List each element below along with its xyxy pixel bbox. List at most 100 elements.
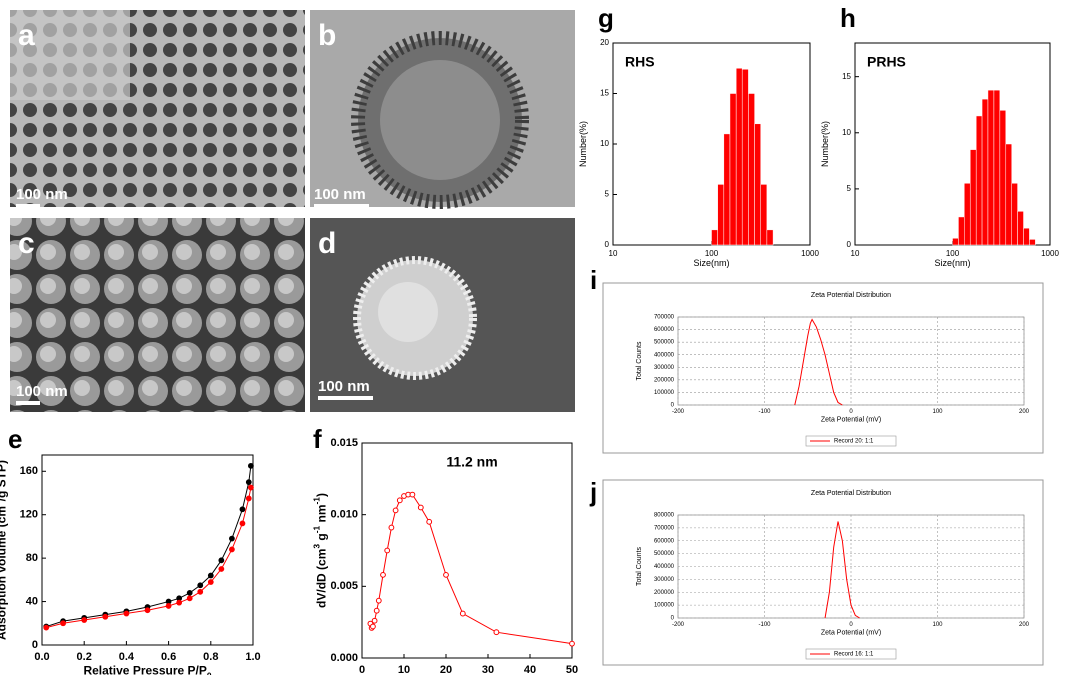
y-tick-label: 0 [671, 616, 675, 622]
y-tick-label: 0 [605, 240, 610, 249]
y-tick-label: 0.000 [330, 652, 358, 664]
point [247, 462, 254, 469]
x-tick-label: -200 [672, 622, 685, 628]
y-tick-label: 0 [847, 240, 852, 249]
bar [1017, 211, 1024, 246]
point [239, 520, 246, 527]
y-tick-label: 200000 [654, 590, 675, 596]
point [371, 617, 378, 624]
bar [969, 149, 977, 246]
annotation: PRHS [867, 54, 906, 70]
x-tick-label: 0 [849, 622, 853, 628]
scale-bar [16, 204, 40, 208]
x-tick-label: -100 [758, 409, 771, 415]
x-tick-label: 10 [398, 664, 410, 675]
x-tick-label: 0 [359, 664, 365, 675]
y-axis-label: Total Counts [636, 547, 643, 586]
y-tick-label: 20 [600, 38, 609, 47]
y-axis-label: Total Counts [636, 341, 643, 380]
point [144, 607, 151, 614]
y-tick-label: 0 [32, 639, 38, 651]
series-line [46, 487, 252, 629]
y-axis-label-part: g [315, 533, 329, 544]
point [43, 624, 50, 631]
y-axis-label-part: dV/dD (cm [315, 549, 329, 608]
x-tick-label: -200 [672, 409, 685, 415]
point [392, 507, 399, 514]
x-axis-label-part: Zeta Potential (mV) [821, 629, 881, 636]
x-tick-label: 20 [440, 664, 452, 675]
point [207, 579, 214, 585]
x-axis-label-part: Relative Pressure P/P [83, 664, 206, 675]
y-tick-label: 100000 [654, 390, 675, 396]
plot-frame [41, 454, 254, 646]
annotation: 11.2 nm [446, 454, 497, 470]
point [459, 610, 466, 617]
image-c [10, 218, 305, 412]
point [388, 524, 395, 531]
x-tick-label: 50 [566, 664, 578, 675]
point [493, 629, 500, 636]
y-tick-label: 600000 [654, 327, 675, 333]
panel-label: g [598, 3, 614, 33]
y-axis-label-part: Total Counts [636, 547, 643, 586]
bar [975, 115, 983, 246]
chart-title: Zeta Potential Distribution [811, 292, 891, 299]
x-tick-label: -100 [758, 622, 771, 628]
panel-label: h [840, 3, 856, 33]
bar [723, 133, 731, 246]
point [380, 571, 386, 578]
x-axis-label: Zeta Potential (mV) [821, 629, 881, 636]
x-tick-label: 0.0 [34, 651, 49, 663]
point [384, 547, 391, 554]
y-axis-label: Adsorption volume (cm3/g STP) [0, 460, 9, 640]
y-tick-label: 0.015 [330, 437, 358, 449]
bar [964, 183, 971, 246]
point [417, 504, 424, 511]
point [197, 588, 204, 595]
scale-bar [16, 401, 40, 405]
point [370, 623, 376, 630]
x-tick-label: 10 [609, 249, 618, 258]
x-tick-label: 1.0 [245, 651, 260, 663]
bar [1005, 143, 1012, 246]
point [60, 620, 66, 627]
y-tick-label: 600000 [654, 538, 675, 544]
x-tick-label: 0.2 [77, 651, 92, 663]
image-b [310, 10, 575, 209]
point [186, 595, 193, 602]
scale-bar-label: 100 nm [16, 383, 68, 400]
x-tick-label: 40 [524, 664, 536, 675]
y-tick-label: 15 [600, 89, 609, 98]
bar [999, 110, 1007, 246]
y-axis-label: Number(%) [579, 121, 589, 167]
panel-label: a [18, 19, 35, 52]
y-tick-label: 80 [26, 552, 38, 564]
panel-label: b [318, 19, 336, 52]
y-tick-label: 160 [20, 465, 38, 477]
series-line [46, 465, 252, 628]
y-tick-label: 800000 [654, 513, 675, 519]
point [218, 557, 225, 564]
point [81, 617, 88, 623]
panel-label: d [318, 227, 336, 260]
point [102, 613, 109, 620]
bar [766, 229, 774, 246]
bar [754, 123, 761, 246]
panel-label: i [590, 265, 597, 295]
x-tick-label: 0 [849, 409, 853, 415]
point [186, 589, 193, 596]
legend-box [805, 648, 897, 660]
y-tick-label: 700000 [654, 315, 675, 321]
x-tick-label: 30 [482, 664, 494, 675]
point [176, 599, 183, 606]
bar [981, 98, 989, 246]
point [239, 506, 246, 513]
x-tick-label: 1000 [801, 249, 819, 258]
panel-label: j [589, 477, 597, 507]
y-axis-label: Number(%) [821, 121, 831, 167]
legend-label: Record 16: 1:1 [834, 652, 874, 658]
legend-box [805, 435, 897, 447]
y-tick-label: 5 [847, 184, 852, 193]
